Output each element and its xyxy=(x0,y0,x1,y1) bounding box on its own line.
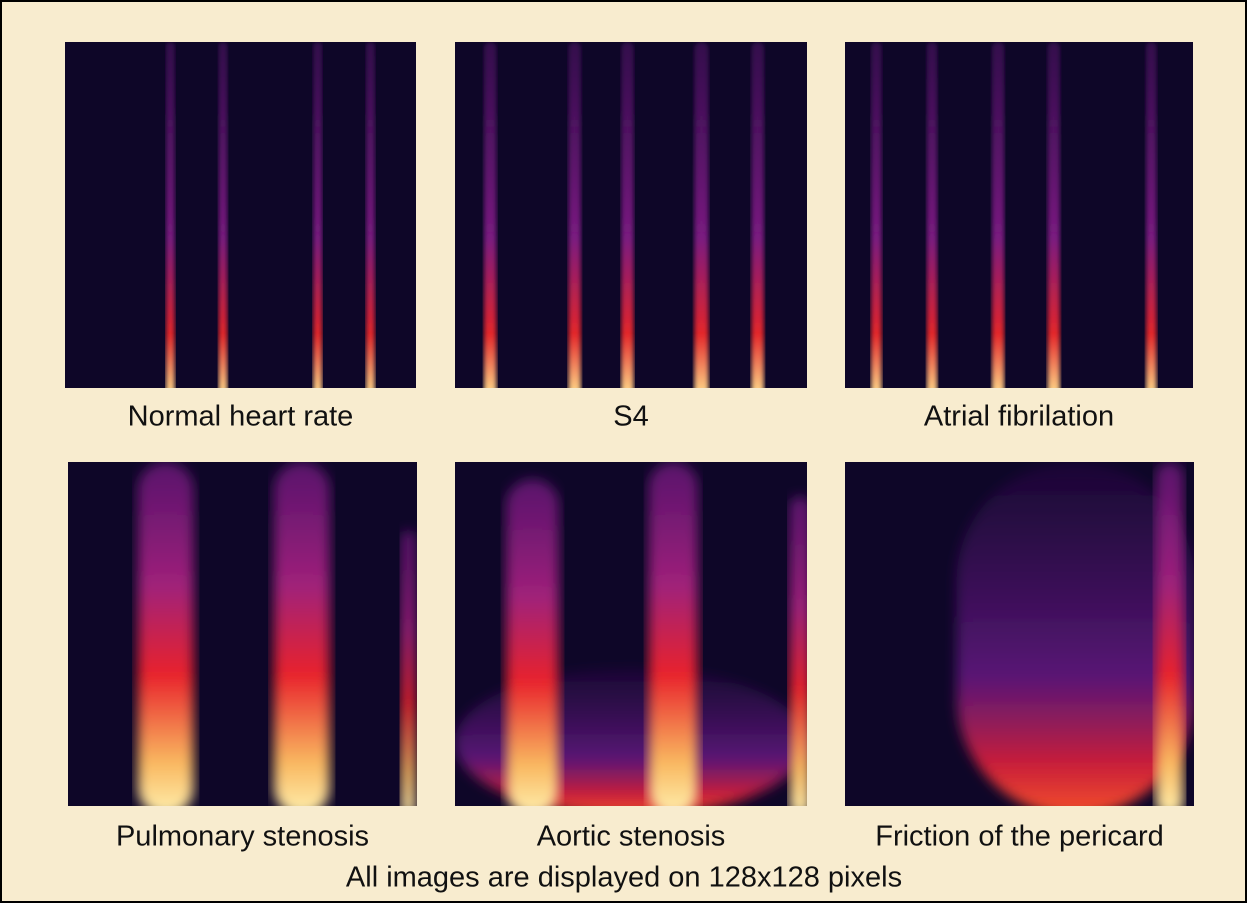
spectrogram-band xyxy=(365,42,375,388)
spectrogram-band xyxy=(506,479,559,806)
panel-label: Pulmonary stenosis xyxy=(116,821,369,853)
panel-label: Friction of the pericard xyxy=(875,821,1164,853)
spectrogram-band xyxy=(648,462,698,806)
spectrogram-band xyxy=(484,42,497,388)
spectrogram-background xyxy=(68,462,417,806)
spectrogram-band xyxy=(218,42,228,388)
caption: All images are displayed on 128x128 pixe… xyxy=(346,862,902,894)
spectrogram-band xyxy=(1146,42,1157,388)
spectrogram-background xyxy=(65,42,416,388)
spectrogram-band xyxy=(165,42,175,388)
panel-label: Normal heart rate xyxy=(128,401,354,433)
spectrogram-band xyxy=(621,42,634,388)
spectrogram xyxy=(845,42,1193,388)
spectrogram-band xyxy=(871,42,882,388)
spectrogram-band xyxy=(789,496,807,806)
spectrogram-band xyxy=(273,462,330,806)
spectrogram xyxy=(455,42,807,388)
spectrogram xyxy=(455,462,807,806)
spectrogram-band xyxy=(926,42,938,388)
spectrogram-band xyxy=(1155,462,1184,806)
panel-label: S4 xyxy=(613,401,648,433)
spectrogram-band xyxy=(751,42,764,388)
spectrogram xyxy=(65,42,416,388)
spectrogram-band xyxy=(313,42,323,388)
panel-grid: Normal heart rate S4 Atrial fibrilation Pul… xyxy=(65,42,1194,853)
panel-label: Aortic stenosis xyxy=(537,821,726,853)
spectrogram-band xyxy=(401,530,416,806)
spectrogram-band xyxy=(137,462,194,806)
spectrogram-band xyxy=(956,462,1194,806)
spectrogram-band xyxy=(694,42,709,388)
spectrogram-band xyxy=(1047,42,1060,388)
panel-label: Atrial fibrilation xyxy=(924,401,1114,433)
spectrogram-band xyxy=(992,42,1005,388)
spectrogram xyxy=(845,462,1194,806)
spectrogram xyxy=(68,462,417,806)
spectrogram-background xyxy=(845,42,1193,388)
spectrogram-band xyxy=(568,42,581,388)
